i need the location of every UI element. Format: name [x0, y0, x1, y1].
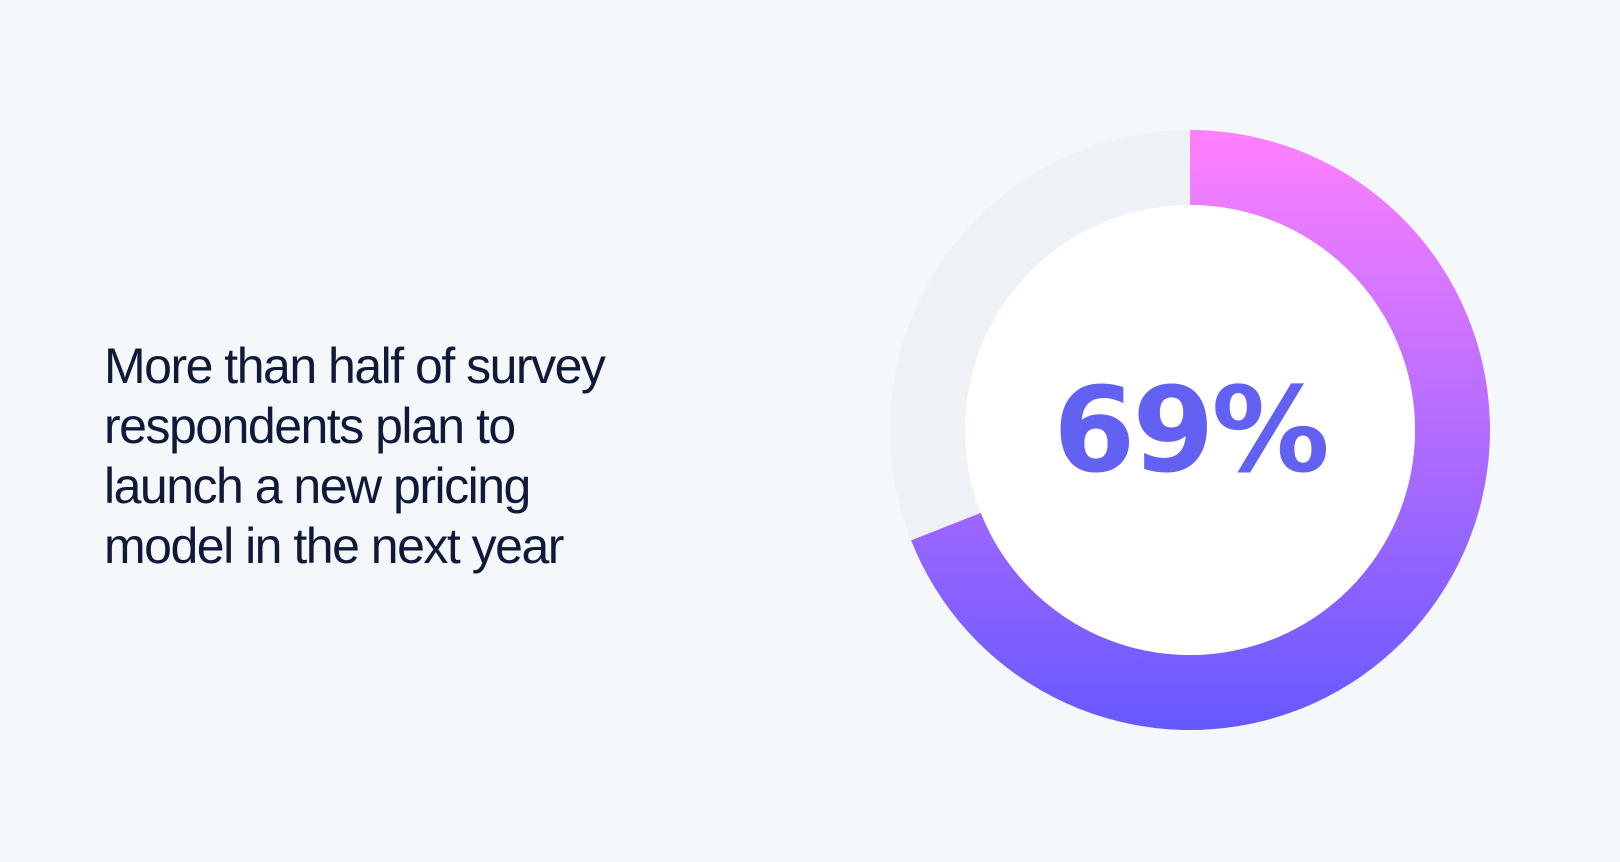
donut-center [965, 205, 1415, 655]
remainder-slice [890, 130, 1190, 541]
center-value-label: 69% [1053, 361, 1326, 499]
headline-line-3: launch a new pricing [104, 458, 531, 514]
headline-line-2: respondents plan to [104, 398, 516, 454]
donut-svg: 69% [890, 130, 1490, 730]
headline-line-4: model in the next year [104, 518, 564, 574]
headline-line-1: More than half of survey [104, 338, 606, 394]
headline: More than half of survey respondents pla… [104, 336, 684, 576]
donut-chart: 69% [880, 120, 1500, 740]
